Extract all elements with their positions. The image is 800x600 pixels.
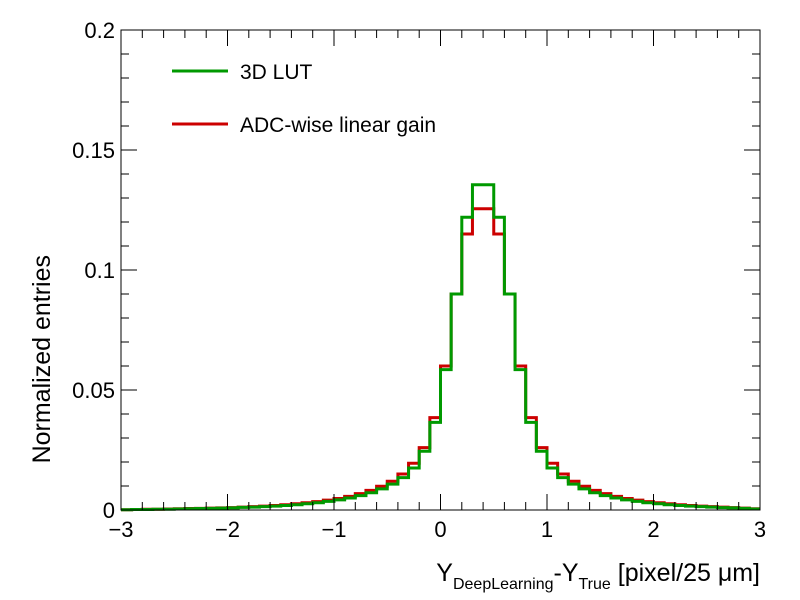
y-tick-label: 0.1 [84, 258, 115, 283]
x-tick-label: −1 [321, 517, 346, 542]
x-axis-title-unit: [pixel/25 μm] [611, 559, 760, 587]
x-axis-title-main: Y [436, 559, 453, 587]
x-tick-label: 3 [754, 517, 766, 542]
x-tick-label: −2 [215, 517, 240, 542]
legend-label-adc-wise-linear-gain: ADC-wise linear gain [240, 114, 436, 137]
x-axis-title-sub-deeplearning: DeepLearning [453, 576, 554, 593]
y-tick-label: 0.15 [72, 138, 115, 163]
legend-label-3d-lut: 3D LUT [240, 61, 313, 84]
tick-labels-layer: −3 −2 −1 0 1 2 3 0 0.05 0.1 0.15 0.2 [72, 18, 766, 542]
y-tick-label: 0 [103, 498, 115, 523]
legend: 3D LUT ADC-wise linear gain [172, 61, 436, 137]
x-tick-label: −3 [108, 517, 133, 542]
y-tick-label: 0.2 [84, 18, 115, 43]
x-tick-label: 2 [647, 517, 659, 542]
y-tick-label: 0.05 [72, 378, 115, 403]
x-axis-title-minus-y: -Y [554, 559, 579, 587]
x-tick-label: 0 [434, 517, 446, 542]
x-axis-title: YDeepLearning-YTrue [pixel/25 μm] [436, 559, 760, 593]
x-tick-label: 1 [541, 517, 553, 542]
x-axis-title-sub-true: True [579, 576, 611, 593]
ticks-layer [120, 29, 761, 511]
y-axis-title: Normalized entries [28, 255, 56, 463]
